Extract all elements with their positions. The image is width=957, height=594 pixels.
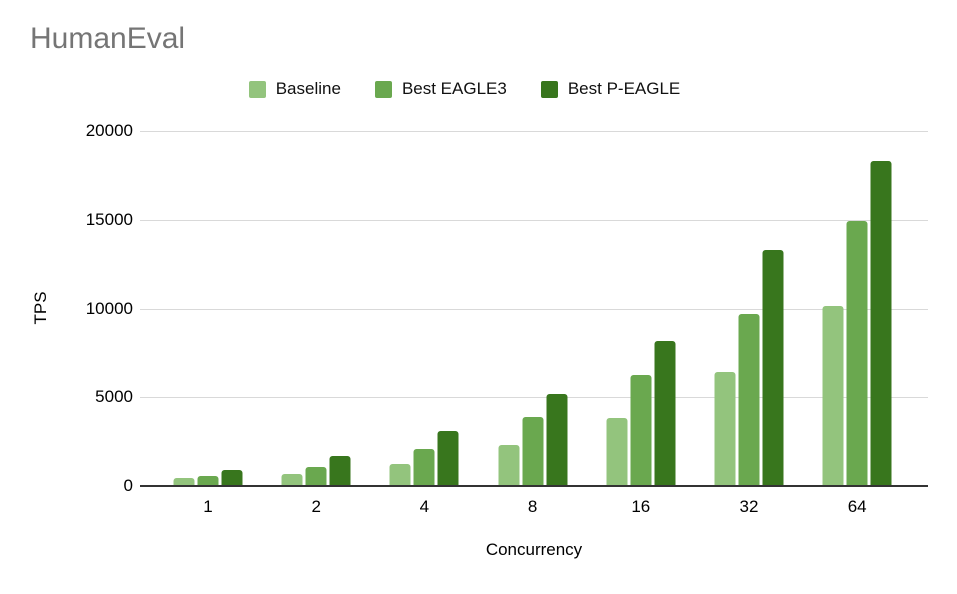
legend-label: Baseline	[275, 79, 341, 98]
legend-item: Baseline	[248, 79, 341, 99]
gridline	[140, 131, 928, 132]
bar	[389, 463, 411, 486]
bar	[870, 161, 892, 486]
y-tick-label: 5000	[95, 387, 133, 407]
bar-group	[714, 249, 784, 486]
legend-swatch-icon	[374, 80, 392, 98]
legend-label: Best EAGLE3	[401, 79, 507, 98]
bar	[329, 455, 351, 486]
bar	[197, 476, 219, 486]
bar-group	[498, 393, 568, 486]
bar	[522, 416, 544, 486]
bar	[846, 220, 868, 486]
bar	[822, 305, 844, 486]
bar-group	[389, 431, 459, 486]
bar	[437, 431, 459, 486]
gridline	[140, 219, 928, 221]
bar	[630, 375, 652, 486]
x-tick-label: 16	[631, 497, 651, 516]
x-axis-line	[140, 485, 928, 487]
bar	[714, 371, 736, 486]
plot-area	[140, 131, 928, 487]
bar	[173, 478, 195, 486]
bar	[221, 470, 243, 486]
bar	[546, 393, 568, 486]
x-tick-label: 2	[311, 497, 321, 516]
y-tick-label: 20000	[85, 121, 133, 140]
bar	[606, 417, 628, 486]
x-tick-label: 32	[739, 497, 759, 516]
x-tick-label: 64	[847, 497, 867, 516]
bar	[654, 341, 676, 486]
bar-group	[281, 455, 351, 486]
bar	[762, 249, 784, 486]
x-tick-label: 1	[203, 497, 213, 516]
legend-swatch-icon	[540, 80, 558, 98]
legend-item: Best P-EAGLE	[540, 79, 681, 99]
bar	[413, 448, 435, 486]
y-tick-label: 15000	[85, 209, 133, 229]
legend-item: Best EAGLE3	[374, 79, 507, 99]
y-tick-label: 10000	[85, 298, 133, 318]
bar-group	[173, 470, 243, 486]
legend-label: Best P-EAGLE	[567, 79, 681, 98]
legend: Baseline Best EAGLE3 Best P-EAGLE	[0, 79, 943, 99]
bar	[498, 445, 520, 486]
x-axis-title: Concurrency	[485, 540, 583, 559]
gridline	[140, 397, 928, 399]
bar	[305, 466, 327, 486]
bar	[738, 313, 760, 486]
x-tick-label: 4	[419, 497, 430, 516]
gridline	[140, 308, 928, 310]
legend-swatch-icon	[248, 80, 266, 98]
bar-group	[606, 341, 676, 486]
x-tick-label: 8	[527, 497, 538, 516]
bar-group	[822, 161, 892, 486]
y-tick-label: 0	[123, 476, 133, 495]
chart-title: HumanEval	[30, 22, 186, 55]
bar	[281, 473, 303, 486]
